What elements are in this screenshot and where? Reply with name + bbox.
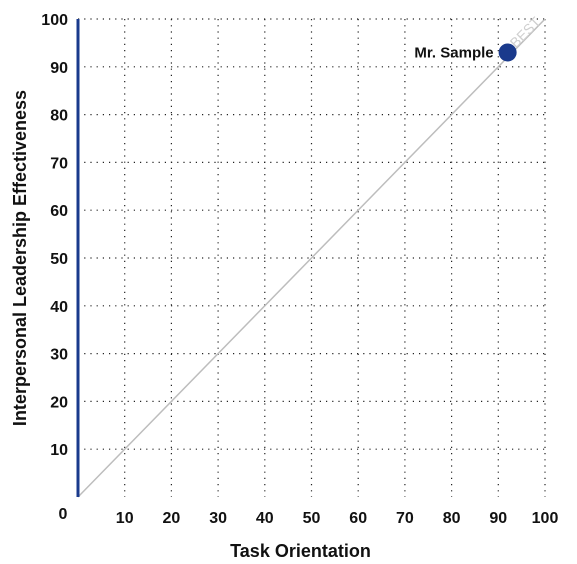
x-axis-title: Task Orientation xyxy=(230,541,371,561)
y-tick-label-3: 40 xyxy=(50,299,68,316)
x-tick-label-8: 90 xyxy=(489,510,507,527)
y-axis-title: Interpersonal Leadership Effectiveness xyxy=(10,90,30,426)
y-tick-label-2: 30 xyxy=(50,347,68,364)
y-tick-label-1: 20 xyxy=(50,394,68,411)
data-points: Mr. Sample xyxy=(414,43,517,62)
y-tick-label-6: 70 xyxy=(50,155,68,172)
y-tick-label-0: 10 xyxy=(50,442,68,459)
x-tick-label-7: 80 xyxy=(443,510,461,527)
x-tick-label-2: 30 xyxy=(209,510,227,527)
y-tick-labels: 10 20 30 40 50 60 70 80 90 100 xyxy=(41,12,68,459)
y-tick-label-8: 90 xyxy=(50,60,68,77)
y-tick-label-5: 60 xyxy=(50,203,68,220)
x-tick-label-0: 10 xyxy=(116,510,134,527)
origin-tick-label: 0 xyxy=(59,506,68,523)
x-tick-label-9: 100 xyxy=(532,510,559,527)
data-point-label-0: Mr. Sample xyxy=(414,44,493,61)
y-tick-label-9: 100 xyxy=(41,12,68,29)
y-tick-label-7: 80 xyxy=(50,108,68,125)
data-point-0 xyxy=(498,43,517,62)
x-tick-label-6: 70 xyxy=(396,510,414,527)
x-tick-label-1: 20 xyxy=(163,510,181,527)
y-tick-label-4: 50 xyxy=(50,251,68,268)
x-tick-label-4: 50 xyxy=(303,510,321,527)
x-tick-labels: 10 20 30 40 50 60 70 80 90 100 xyxy=(116,510,559,527)
x-tick-label-5: 60 xyxy=(349,510,367,527)
reference-diagonal-line xyxy=(77,18,546,498)
x-tick-label-3: 40 xyxy=(256,510,274,527)
